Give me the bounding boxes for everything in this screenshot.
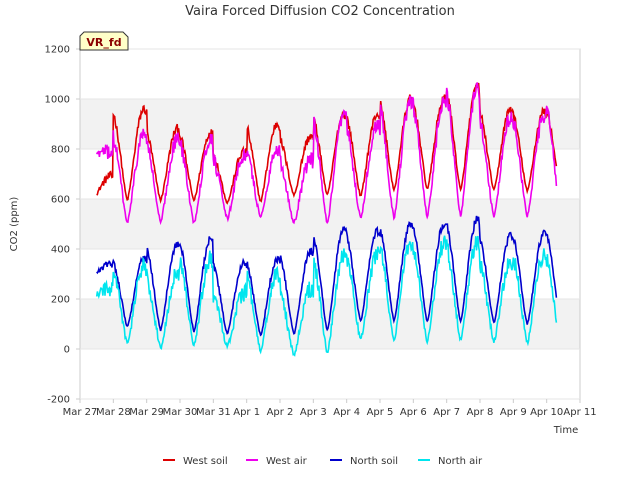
y-tick-label: 600: [51, 195, 70, 206]
x-tick-label: Apr 7: [433, 407, 460, 418]
x-tick-label: Apr 2: [267, 407, 294, 418]
y-tick-label: -200: [47, 395, 70, 406]
x-tick-label: Mar 27: [63, 407, 98, 418]
x-tick-label: Mar 31: [196, 407, 231, 418]
site-badge: VR_fd: [79, 31, 129, 51]
y-axis-ticks: -200 0 200 400 600 800 1000 1200: [45, 45, 80, 406]
x-tick-label: Apr 1: [233, 407, 260, 418]
x-axis-label: Time: [553, 425, 578, 436]
legend: West soil West air North soil North air: [163, 456, 483, 467]
y-tick-label: 800: [51, 145, 70, 156]
series-line-west-air: [95, 81, 558, 226]
chart-title: Vaira Forced Diffusion CO2 Concentration: [185, 4, 455, 19]
x-tick-label: Apr 9: [500, 407, 527, 418]
x-tick-label: Apr 5: [367, 407, 394, 418]
x-tick-label: Apr 8: [467, 407, 494, 418]
y-axis-label: CO2 (ppm): [9, 197, 20, 252]
series-layer: [95, 81, 558, 357]
y-tick-label: 1200: [45, 45, 70, 56]
gridlines: [80, 48, 580, 400]
legend-entry: West soil: [183, 456, 228, 467]
x-tick-label: Apr 3: [300, 407, 327, 418]
x-tick-label: Mar 30: [163, 407, 198, 418]
y-tick-label: 400: [51, 245, 70, 256]
site-badge-label: VR_fd: [86, 36, 121, 49]
y-tick-label: 0: [64, 345, 70, 356]
legend-entry: North air: [438, 456, 483, 467]
x-tick-label: Apr 6: [400, 407, 427, 418]
y-tick-label: 1000: [45, 95, 70, 106]
background-band: [80, 99, 580, 149]
x-tick-label: Apr 4: [333, 407, 360, 418]
x-tick-label: Apr 10: [530, 407, 563, 418]
background-band: [80, 349, 580, 399]
plot-background-bands: [80, 49, 580, 399]
series-line-north-soil: [96, 215, 558, 337]
background-band: [80, 49, 580, 99]
y-tick-label: 200: [51, 295, 70, 306]
background-band: [80, 249, 580, 299]
x-tick-label: Apr 11: [563, 407, 596, 418]
x-tick-label: Mar 28: [96, 407, 131, 418]
legend-entry: West air: [266, 456, 308, 467]
x-tick-label: Mar 29: [129, 407, 164, 418]
legend-entry: North soil: [350, 456, 398, 467]
series-line-north-air: [95, 235, 558, 357]
site-badge-shape: [79, 31, 129, 51]
